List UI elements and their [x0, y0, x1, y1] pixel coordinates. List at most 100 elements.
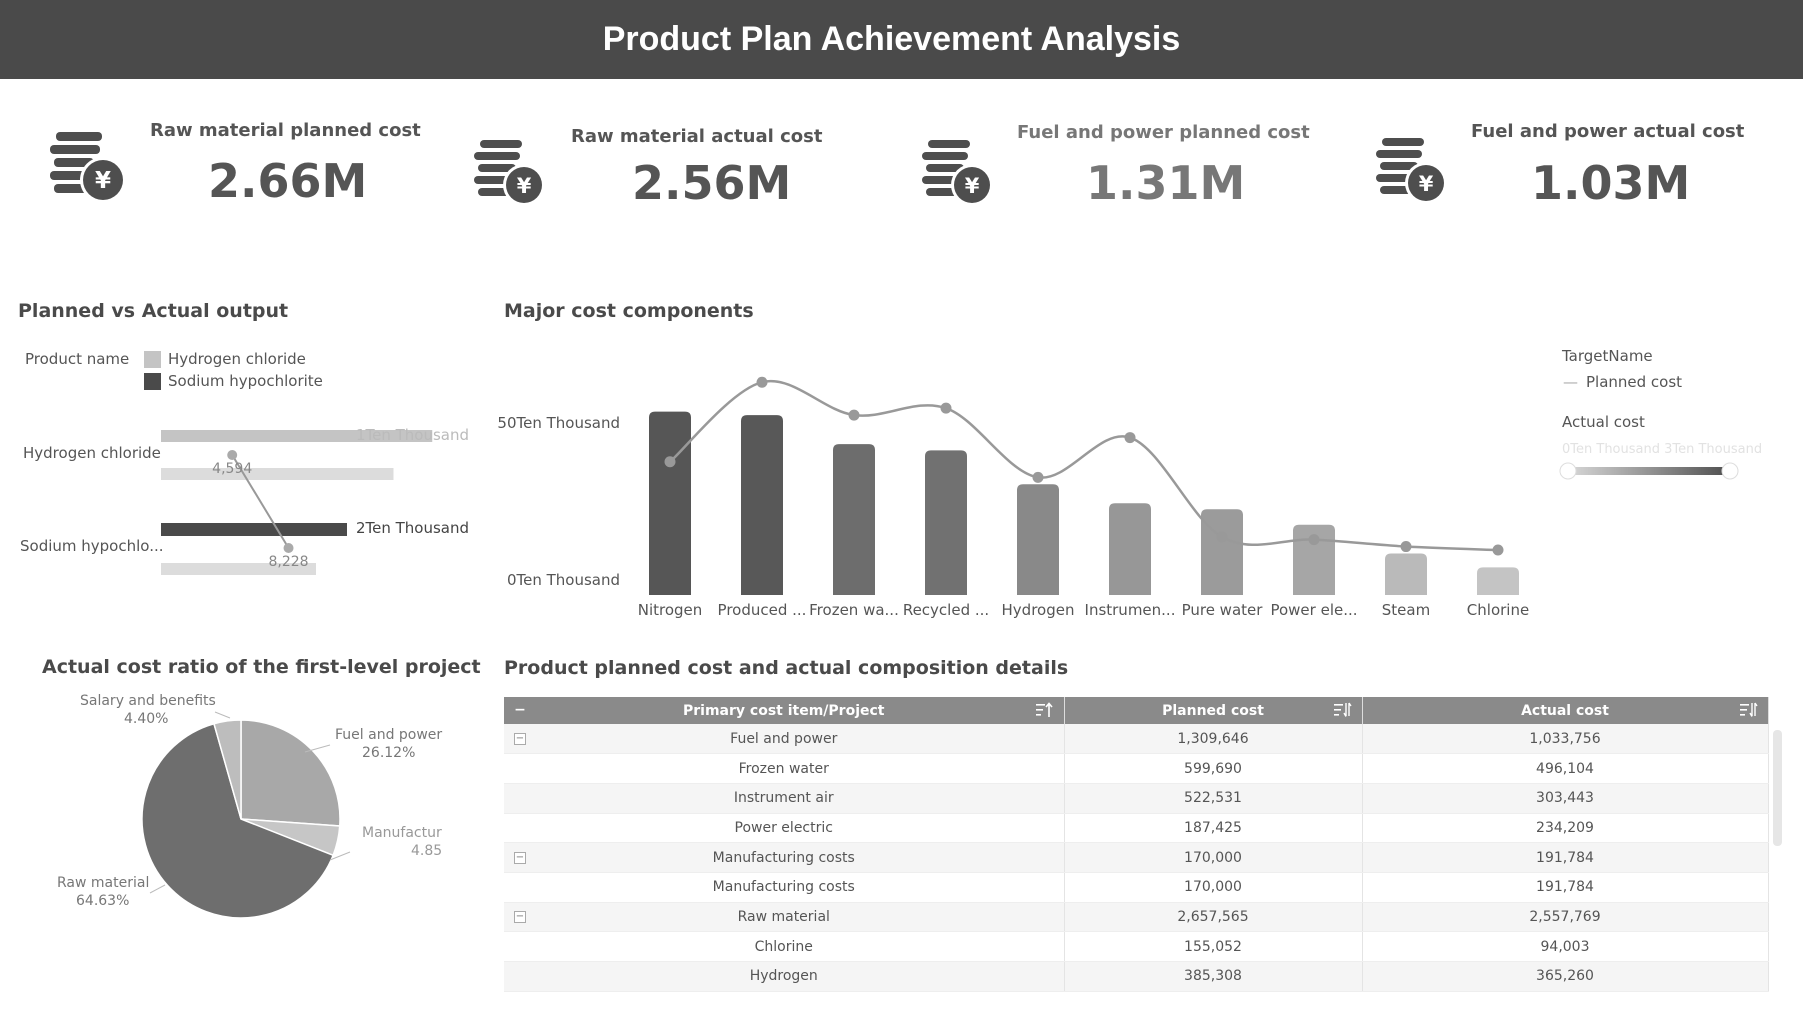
- cell-planned: 522,531: [1064, 783, 1363, 814]
- output-chart-title: Planned vs Actual output: [18, 300, 289, 322]
- output-line-point: [227, 450, 238, 460]
- table-row[interactable]: Hydrogen 385,308 365,260: [504, 961, 1769, 992]
- cell-text: 191,784: [1536, 849, 1594, 866]
- legend-label-planned-cost[interactable]: Planned cost: [1586, 373, 1683, 391]
- table-row[interactable]: − Fuel and power 1,309,646 1,033,756: [504, 724, 1769, 755]
- sort-icon[interactable]: [1035, 702, 1054, 718]
- column-header-project[interactable]: − Primary cost item/Project: [504, 697, 1065, 724]
- cell-text: 191,784: [1536, 879, 1594, 896]
- cell-planned: 599,690: [1064, 753, 1363, 784]
- legend-swatch-sodium-hypochlorite: [144, 373, 161, 390]
- x-tick-label: Produced ...: [718, 601, 807, 619]
- table-row[interactable]: Instrument air 522,531 303,443: [504, 783, 1769, 814]
- cell-project: − Raw material: [504, 902, 1065, 933]
- output-line: [231, 454, 290, 549]
- kpi-fuel-power-actual: ¥ Fuel and power actual cost 1.03M: [1376, 118, 1756, 218]
- cell-project: Hydrogen: [504, 961, 1065, 992]
- cell-planned: 170,000: [1064, 872, 1363, 903]
- cost-legend-title: TargetName: [1562, 347, 1653, 365]
- cell-text: Raw material: [737, 908, 830, 925]
- cell-actual: 2,557,769: [1362, 902, 1769, 933]
- x-tick-label: Pure water: [1182, 601, 1264, 619]
- cell-text: 365,260: [1536, 968, 1594, 985]
- cost-bar: [833, 444, 875, 595]
- cell-text: 385,308: [1184, 968, 1242, 985]
- pie-pct-salary: 4.40%: [124, 711, 169, 727]
- cell-actual: 496,104: [1362, 753, 1769, 784]
- dashboard-header: Product Plan Achievement Analysis: [0, 0, 1803, 79]
- sort-icon[interactable]: [1739, 702, 1758, 718]
- cell-text: 522,531: [1184, 790, 1242, 807]
- cell-text: 599,690: [1184, 760, 1242, 777]
- table-row[interactable]: Frozen water 599,690 496,104: [504, 753, 1769, 784]
- x-tick-label: Steam: [1382, 601, 1430, 619]
- collapse-row-icon[interactable]: −: [514, 851, 526, 864]
- output-bar: [161, 523, 347, 536]
- kpi-label: Raw material actual cost: [571, 126, 823, 147]
- table-row[interactable]: Manufacturing costs 170,000 191,784: [504, 872, 1769, 903]
- cell-planned: 385,308: [1064, 961, 1363, 992]
- cell-project: Frozen water: [504, 753, 1065, 784]
- pie-pct-manufacturing: 4.85: [411, 843, 443, 859]
- pie-slice: [240, 719, 341, 827]
- column-header-actual[interactable]: Actual cost: [1362, 697, 1769, 724]
- kpi-value: 1.31M: [1086, 156, 1246, 210]
- cost-bar: [1477, 567, 1519, 595]
- cell-text: Frozen water: [738, 760, 829, 777]
- coin-stack-icon: ¥: [50, 132, 126, 203]
- table-row[interactable]: − Manufacturing costs 170,000 191,784: [504, 842, 1769, 873]
- planned-cost-point: [1400, 541, 1412, 553]
- planned-cost-line: [669, 379, 1499, 552]
- cell-actual: 191,784: [1362, 872, 1769, 903]
- cell-planned: 2,657,565: [1064, 902, 1363, 933]
- cost-bar: [741, 415, 783, 595]
- legend-label-sodium-hypochlorite[interactable]: Sodium hypochlorite: [168, 372, 323, 390]
- output-bar-label: 2Ten Thousand: [356, 519, 469, 537]
- planned-cost-point: [848, 409, 860, 421]
- collapse-all-icon[interactable]: −: [514, 701, 526, 718]
- cell-text: Instrument air: [733, 790, 834, 807]
- coin-stack-icon: ¥: [474, 140, 545, 206]
- collapse-row-icon[interactable]: −: [514, 910, 526, 923]
- kpi-value: 2.56M: [632, 156, 792, 210]
- svg-text:¥: ¥: [95, 168, 111, 194]
- svg-text:¥: ¥: [1419, 172, 1434, 196]
- pie-chart-title: Actual cost ratio of the first-level pro…: [42, 656, 481, 678]
- pie-leader-line: [214, 711, 231, 719]
- pie-pct-raw-material: 64.63%: [76, 893, 130, 909]
- svg-text:¥: ¥: [517, 174, 532, 198]
- actual-cost-gradient-slider[interactable]: [1559, 462, 1742, 482]
- legend-gradient-title: Actual cost: [1562, 413, 1645, 431]
- coin-stack-icon: ¥: [922, 140, 993, 206]
- cell-text: 170,000: [1184, 879, 1242, 896]
- cell-planned: 187,425: [1064, 813, 1363, 844]
- cell-actual: 94,003: [1362, 931, 1769, 962]
- sort-icon[interactable]: [1333, 702, 1352, 718]
- column-header-planned[interactable]: Planned cost: [1064, 697, 1363, 724]
- output-bar-label: 1Ten Thousand: [356, 426, 469, 444]
- cell-text: 2,557,769: [1529, 908, 1601, 925]
- kpi-value: 2.66M: [208, 154, 368, 208]
- cost-details-table: − Primary cost item/Project Planned cost…: [504, 697, 1769, 992]
- cell-text: 170,000: [1184, 849, 1242, 866]
- cost-bar: [649, 411, 691, 595]
- cell-project: Instrument air: [504, 783, 1065, 814]
- output-line-point: [283, 543, 294, 553]
- cell-text: 94,003: [1540, 938, 1590, 955]
- kpi-label: Raw material planned cost: [150, 120, 421, 141]
- y-tick-label: 50Ten Thousand: [497, 414, 620, 432]
- planned-cost-point: [756, 376, 768, 388]
- output-bar: [161, 563, 316, 575]
- cell-text: 2,657,565: [1177, 908, 1249, 925]
- table-row[interactable]: Power electric 187,425 234,209: [504, 813, 1769, 844]
- cell-actual: 365,260: [1362, 961, 1769, 992]
- table-scrollbar[interactable]: [1773, 730, 1782, 846]
- page-title: Product Plan Achievement Analysis: [602, 20, 1181, 58]
- pie-slice: [141, 722, 335, 919]
- table-row[interactable]: Chlorine 155,052 94,003: [504, 931, 1769, 962]
- cell-text: 496,104: [1536, 760, 1594, 777]
- legend-label-hydrogen-chloride[interactable]: Hydrogen chloride: [168, 350, 306, 368]
- collapse-row-icon[interactable]: −: [514, 732, 526, 745]
- table-row[interactable]: − Raw material 2,657,565 2,557,769: [504, 902, 1769, 933]
- cost-components-chart: 50Ten Thousand 0Ten Thousand Nitrogen Produ…: [497, 376, 1529, 619]
